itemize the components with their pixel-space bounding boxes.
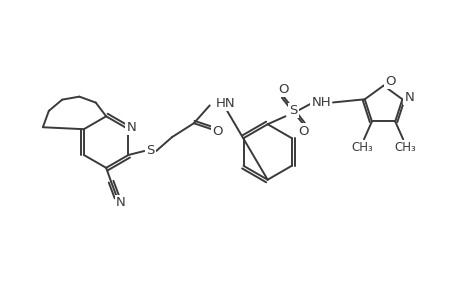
Text: N: N (126, 121, 136, 134)
Text: S: S (289, 104, 297, 117)
Text: N: N (116, 196, 126, 209)
Text: S: S (146, 145, 154, 158)
Text: O: O (212, 125, 223, 138)
Text: CH₃: CH₃ (393, 141, 415, 154)
Text: O: O (385, 75, 395, 88)
Text: CH₃: CH₃ (350, 141, 372, 154)
Text: O: O (297, 125, 308, 138)
Text: HN: HN (215, 97, 235, 110)
Text: O: O (278, 83, 288, 96)
Text: N: N (403, 91, 413, 104)
Text: NH: NH (311, 96, 330, 109)
